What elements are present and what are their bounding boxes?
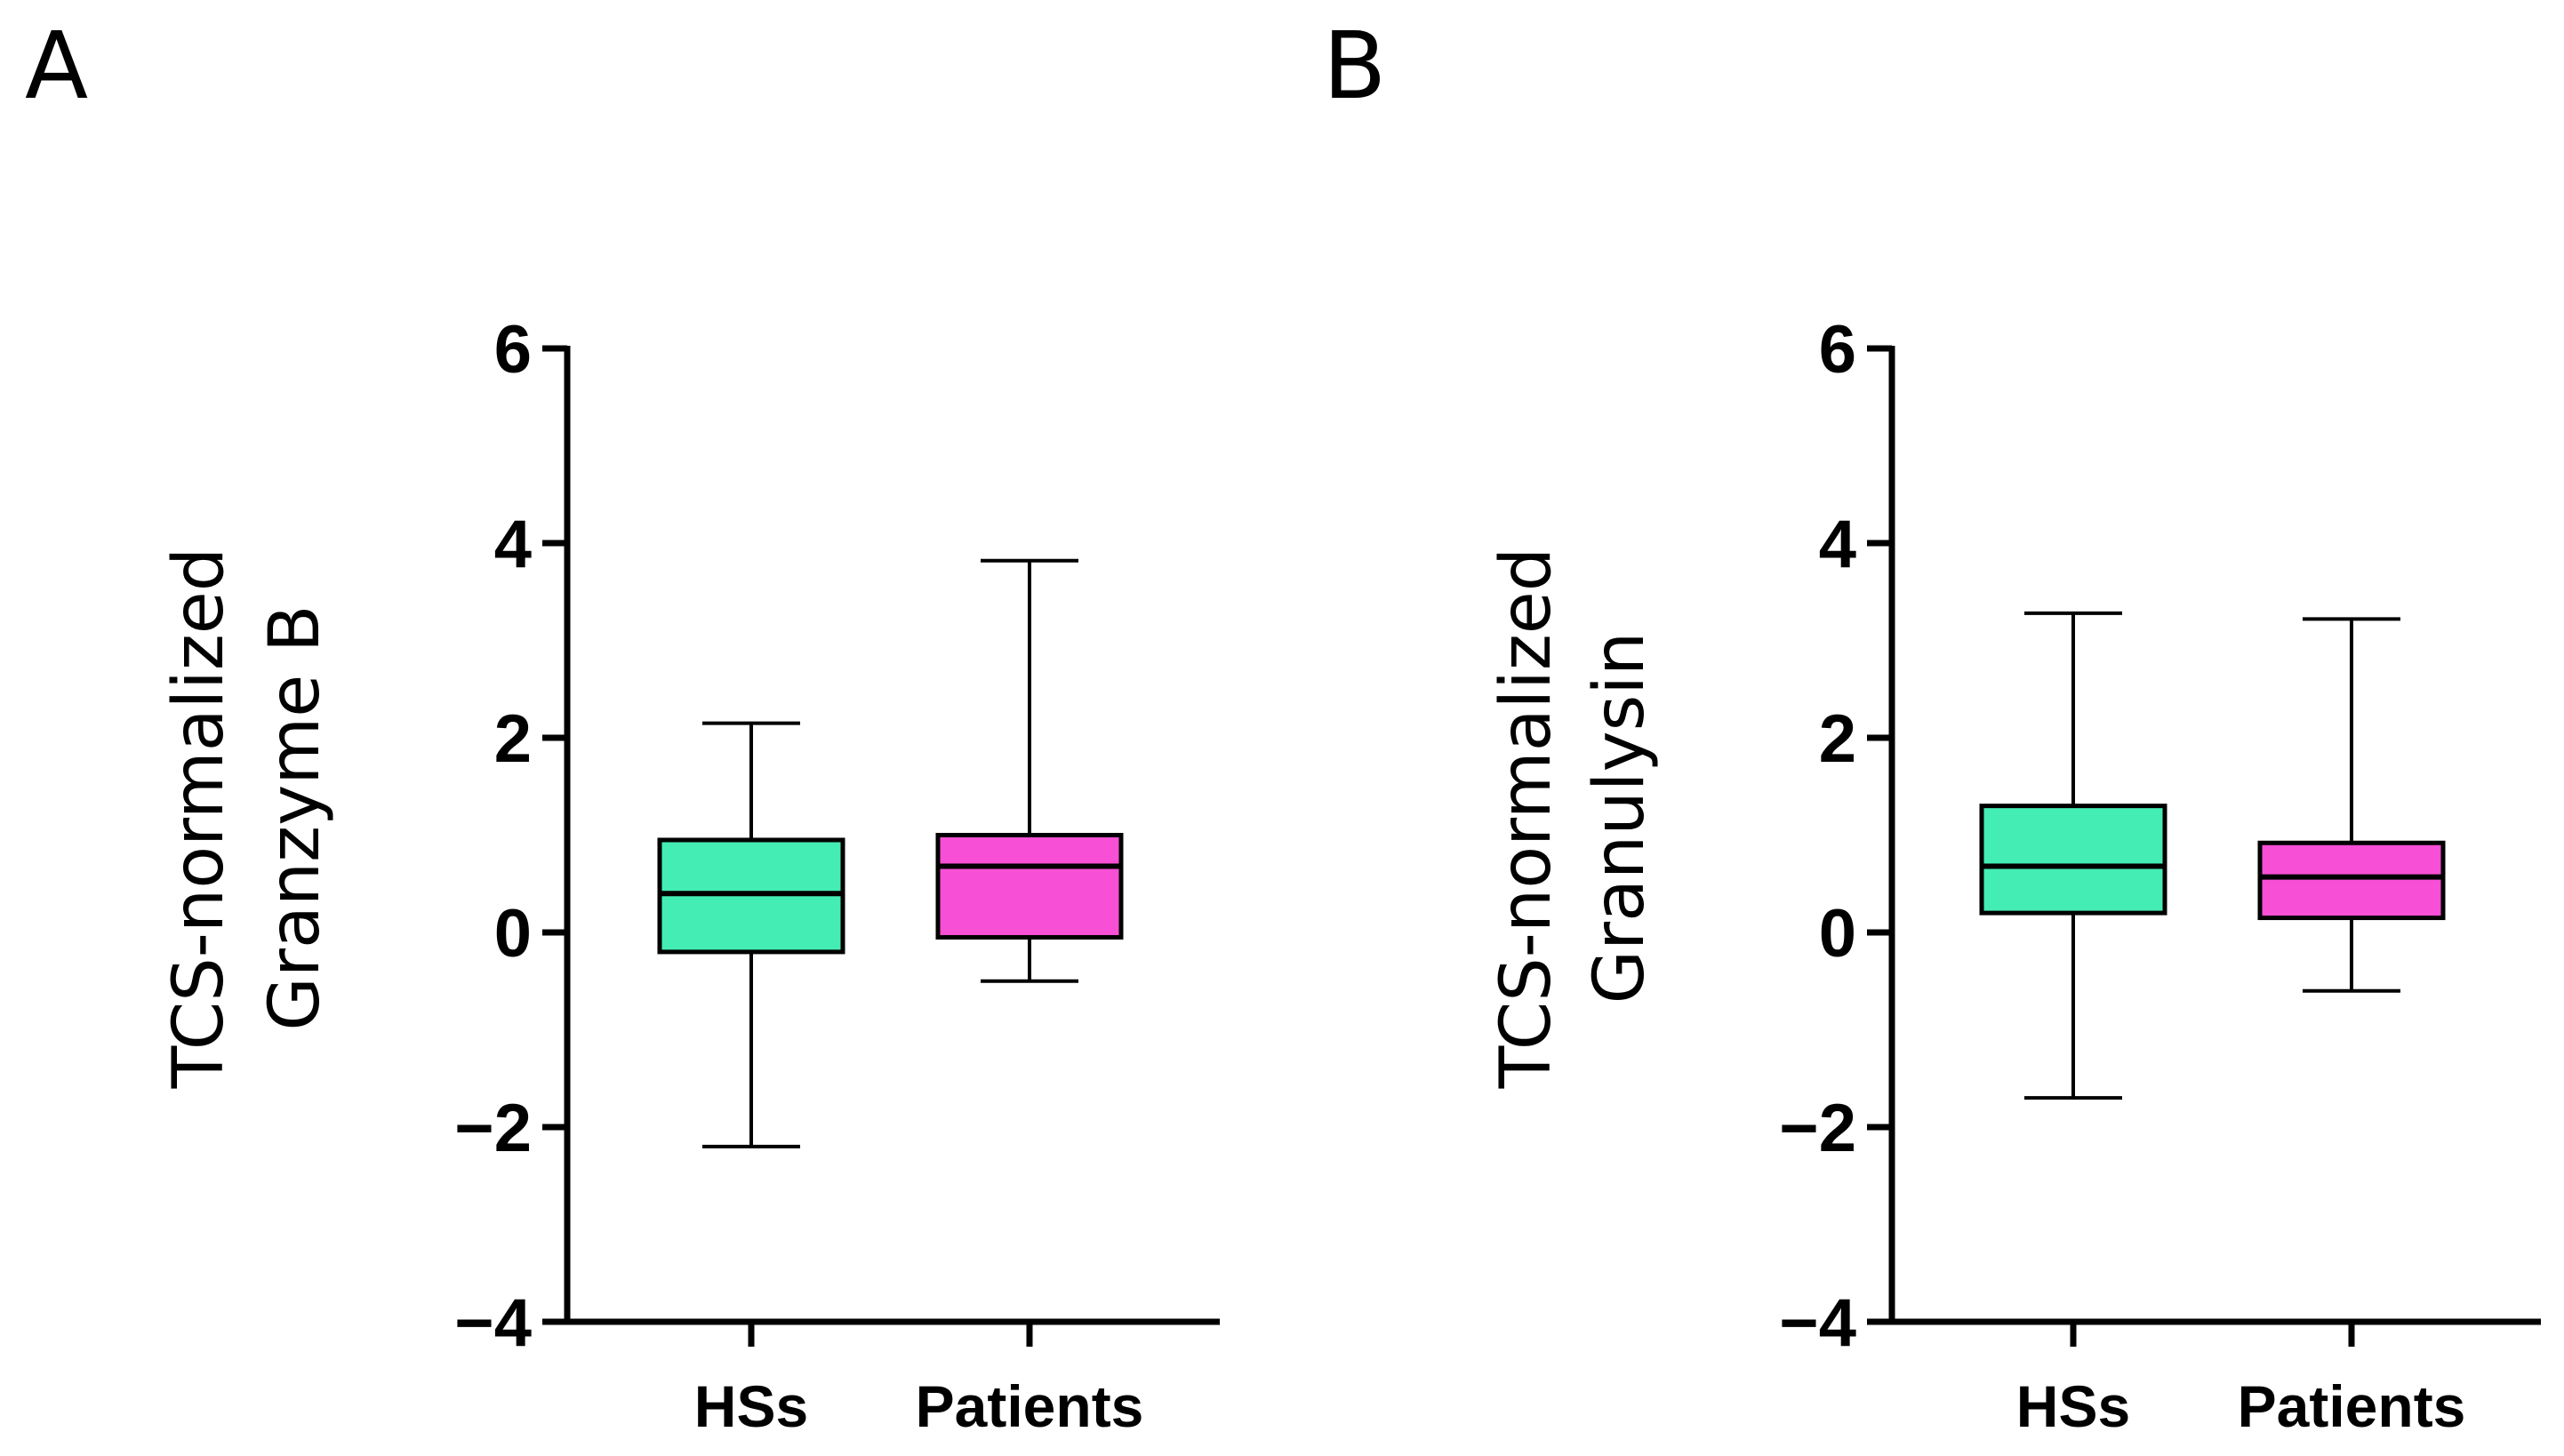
box-patients [935,558,1124,983]
x-tick-label: HSs [2016,1373,2130,1439]
y-axis-title-line: TCS-normalized [159,548,239,1090]
y-tick-label: 4 [1819,507,1856,582]
panel-a: A TCS-normalized Granzyme B 6 4 2 0 −2 −4 HSs Pati… [25,12,1220,1439]
y-tick-label: −4 [454,1285,532,1361]
y-axis-title-line: Granzyme B [255,604,335,1030]
y-tick-label: 0 [1819,896,1856,972]
x-tick-label: HSs [694,1373,808,1439]
x-tick-label: Patients [916,1373,1144,1439]
box-patients [2257,617,2446,993]
y-axis-title-line: Granulysin [1580,632,1660,1004]
iqr-box [1979,804,2167,916]
box-hss [1979,611,2167,1100]
panel-b: B TCS-normalized Granulysin 6 4 2 0 −2 −4 HSs Pati… [1323,12,2541,1439]
iqr-box [935,833,1124,940]
panel-label: A [25,12,88,120]
y-tick-label: 6 [494,312,532,388]
panel-label: B [1323,12,1386,120]
y-tick-label: 0 [494,896,532,972]
box-hss [657,721,845,1148]
y-tick-label: 4 [494,507,532,582]
x-tick-label: Patients [2238,1373,2466,1439]
y-tick-label: 6 [1819,312,1856,388]
y-tick-label: −2 [454,1091,532,1166]
y-tick-label: −4 [1779,1285,1856,1361]
y-axis-title-line: TCS-normalized [1486,548,1566,1090]
y-tick-label: 2 [1819,701,1856,777]
y-tick-label: −2 [1779,1091,1856,1166]
y-tick-label: 2 [494,701,532,777]
iqr-box [2257,840,2446,921]
